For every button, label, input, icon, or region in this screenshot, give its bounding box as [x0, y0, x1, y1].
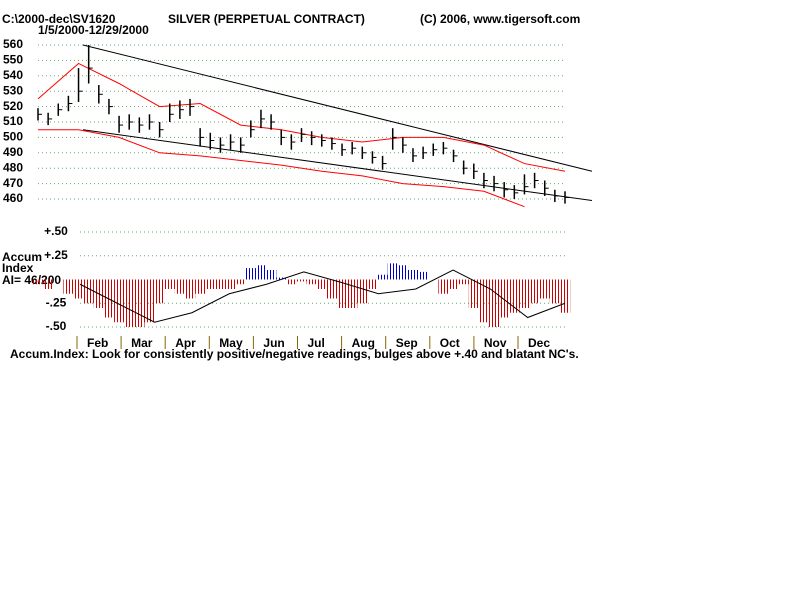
y-tick-label: 530 — [3, 83, 23, 97]
accum-bar — [438, 279, 449, 294]
accum-bar — [63, 279, 74, 294]
y-tick-label: 520 — [3, 99, 23, 113]
band-line — [38, 129, 525, 208]
accum-ma-line — [79, 269, 566, 323]
accum-bar — [549, 279, 561, 304]
accum-bar — [174, 279, 186, 294]
accum-label: Index — [2, 261, 34, 275]
accum-bar — [458, 279, 469, 285]
accum-bar — [407, 270, 419, 280]
accum-bar — [195, 279, 206, 294]
accum-bar — [134, 279, 145, 327]
x-tick-label: Nov — [484, 336, 507, 350]
accum-bar — [489, 279, 500, 327]
x-tick-label: May — [219, 336, 243, 350]
x-tick-label: Feb — [87, 336, 108, 350]
accum-bar — [529, 279, 540, 304]
accum-bar — [225, 279, 236, 289]
x-tick-label: Apr — [175, 336, 196, 350]
accum-bar — [144, 279, 155, 323]
accum-bar — [164, 279, 175, 289]
y-tick-label: 550 — [3, 53, 23, 67]
y-tick-label: 460 — [3, 191, 23, 205]
accum-bar — [255, 265, 267, 280]
trendline — [82, 44, 593, 172]
accum-bar — [286, 279, 297, 285]
accum-bar — [33, 279, 44, 285]
y-tick-label: 480 — [3, 160, 23, 174]
y-tick-label: 470 — [3, 176, 23, 190]
accum-bar — [83, 279, 94, 304]
accum-bar — [306, 279, 317, 285]
accum-bar — [124, 279, 135, 327]
accum-bar — [235, 279, 246, 285]
x-tick-label: Dec — [528, 336, 550, 350]
accum-bar — [245, 268, 257, 280]
accum-tick-label: -.25 — [46, 295, 67, 309]
footnote: Accum.Index: Look for consistently posit… — [10, 347, 579, 361]
file-name: C:\2000-dec\SV1620 — [2, 12, 116, 26]
accum-tick-label: +.50 — [44, 224, 68, 238]
accum-bar — [215, 279, 226, 289]
chart-title: SILVER (PERPETUAL CONTRACT) — [168, 12, 365, 26]
accum-label: Accum — [2, 250, 42, 264]
accum-bar — [326, 279, 338, 299]
y-tick-label: 500 — [3, 130, 23, 144]
accum-bar — [387, 263, 398, 280]
y-tick-label: 510 — [3, 114, 23, 128]
accum-bar — [296, 279, 307, 282]
accum-bar — [478, 279, 490, 323]
accum-bar — [418, 271, 429, 280]
accum-bar — [468, 279, 479, 308]
accum-bar — [519, 279, 530, 308]
accum-bar — [377, 274, 388, 280]
x-tick-label: Jun — [263, 336, 284, 350]
accum-bar — [316, 279, 327, 289]
y-tick-label: 490 — [3, 145, 23, 159]
accum-bar — [266, 270, 277, 280]
accum-bar — [397, 265, 409, 280]
accum-tick-label: +.25 — [44, 248, 68, 262]
accum-bar — [347, 279, 358, 308]
accum-bar — [73, 279, 84, 299]
accum-bar — [448, 279, 459, 289]
accum-bar — [185, 279, 196, 299]
y-tick-label: 560 — [3, 37, 23, 51]
accum-bar — [357, 279, 368, 304]
accum-bar — [539, 279, 550, 299]
accum-bar — [337, 279, 348, 308]
x-tick-label: Oct — [440, 336, 460, 350]
y-tick-label: 540 — [3, 68, 23, 82]
x-tick-label: Aug — [352, 336, 375, 350]
x-tick-label: Sep — [396, 336, 418, 350]
accum-bar — [499, 279, 510, 318]
x-tick-label: Mar — [131, 336, 153, 350]
accum-bar — [154, 279, 165, 304]
band-line — [37, 62, 566, 172]
accum-bar — [205, 279, 216, 289]
accum-bar — [560, 279, 571, 313]
accum-bar — [367, 279, 378, 289]
accum-bar — [43, 279, 54, 289]
accum-bar — [509, 279, 520, 313]
x-tick-label: Jul — [308, 336, 325, 350]
accum-bar — [114, 279, 125, 323]
trendline — [82, 129, 593, 202]
accum-tick-label: -.50 — [46, 319, 67, 333]
copyright: (C) 2006, www.tigersoft.com — [420, 12, 580, 26]
accum-bar — [276, 277, 287, 280]
date-range: 1/5/2000-12/29/2000 — [38, 23, 149, 37]
